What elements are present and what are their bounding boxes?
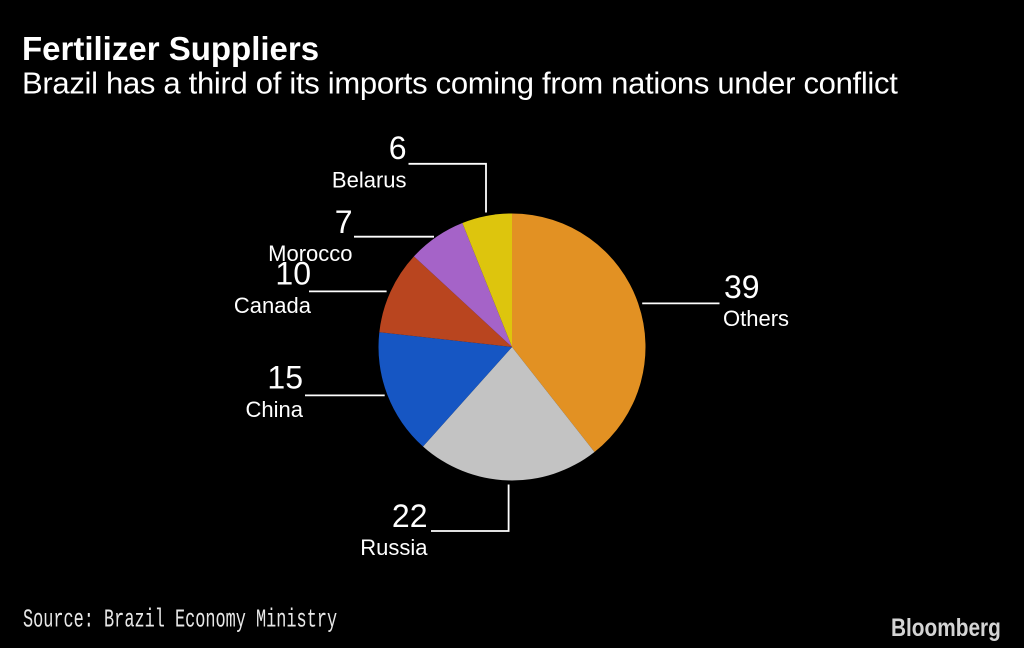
svg-text:Source: Brazil Economy Ministr: Source: Brazil Economy Ministry — [23, 605, 337, 635]
svg-text:Morocco: Morocco — [268, 241, 352, 266]
svg-text:Others: Others — [723, 306, 789, 331]
svg-text:Brazil has a third of its impo: Brazil has a third of its imports coming… — [22, 66, 898, 101]
svg-text:Canada: Canada — [234, 293, 312, 318]
svg-text:15: 15 — [267, 360, 303, 396]
svg-text:10: 10 — [275, 256, 311, 292]
svg-text:7: 7 — [335, 204, 353, 240]
svg-text:Bloomberg: Bloomberg — [891, 613, 1001, 641]
svg-text:22: 22 — [392, 498, 428, 534]
svg-text:Fertilizer Suppliers: Fertilizer Suppliers — [22, 30, 319, 67]
svg-text:China: China — [246, 397, 304, 422]
svg-text:6: 6 — [389, 130, 407, 166]
svg-text:39: 39 — [724, 269, 760, 305]
svg-text:Russia: Russia — [360, 535, 428, 560]
svg-text:Belarus: Belarus — [332, 168, 407, 193]
